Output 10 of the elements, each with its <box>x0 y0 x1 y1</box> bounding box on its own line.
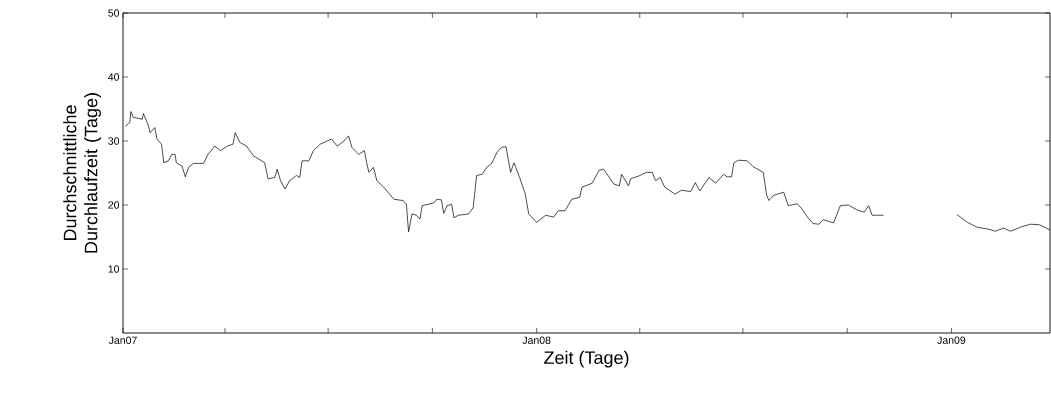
y-axis-title: Durchschnittliche Durchlaufzeit (Tage) <box>63 93 101 253</box>
y-tick-label: 40 <box>108 73 120 81</box>
x-axis-title: Zeit (Tage) <box>544 350 629 368</box>
y-tick-label: 30 <box>108 137 120 145</box>
x-tick-label: Jan07 <box>108 336 137 344</box>
y-tick-label: 10 <box>108 265 120 273</box>
x-tick-label: Jan09 <box>937 336 966 344</box>
y-tick-label: 20 <box>108 201 120 209</box>
y-tick-label: 50 <box>108 9 120 17</box>
x-tick-label: Jan08 <box>522 336 551 344</box>
